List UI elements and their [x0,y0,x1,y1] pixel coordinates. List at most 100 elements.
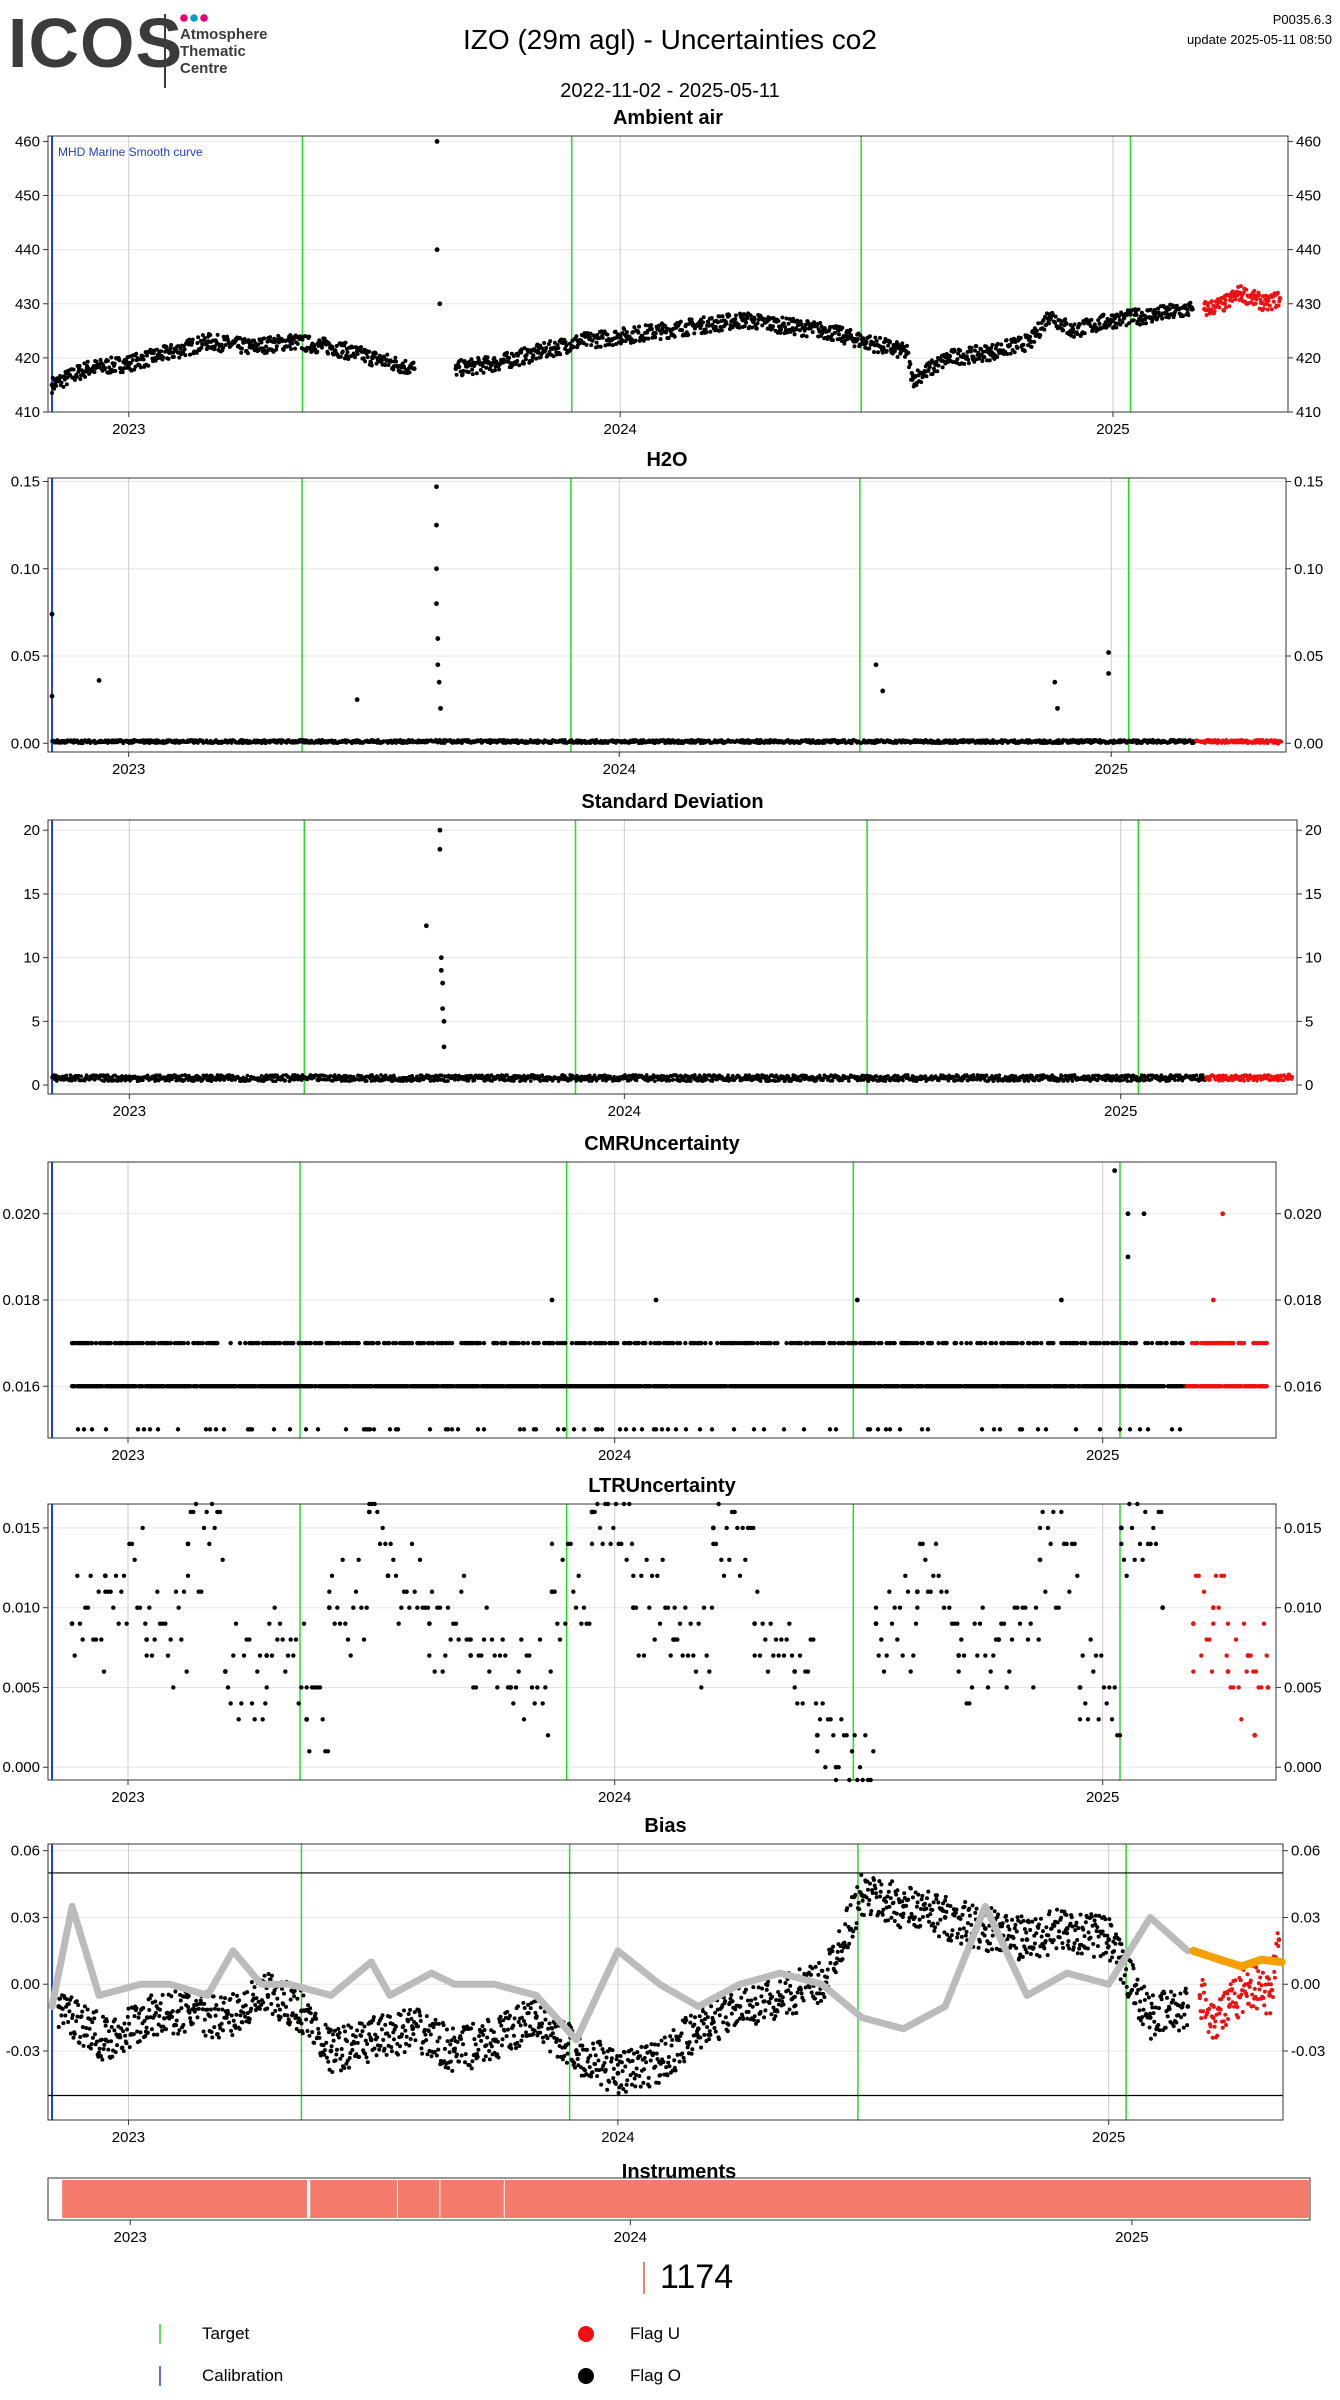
panel-1-flag-o-point [672,334,677,339]
panel-1-ytick-label-right: 430 [1296,296,1321,313]
panel-2-flag-o-point [49,693,55,699]
panel-1-flag-o-point [485,355,490,360]
panel-1-flag-u-point [1227,304,1232,309]
panel-1-flag-o-point [574,334,579,339]
panel-1-flag-o-point [57,377,62,382]
panel-1-flag-o-point [62,374,67,379]
panel-1-flag-o-point [720,314,725,319]
panel-1-flag-o-point [547,350,552,355]
panel-1-flag-o-point [801,333,806,338]
panel-1-flag-o-point [794,327,799,332]
panel-2-title: H2O [646,449,687,471]
panel-1-flag-o-point [751,320,756,325]
panel-1-flag-o-point [1110,317,1116,323]
panel-1-flag-o-point [733,317,738,322]
panel-1-flag-o-point [653,331,658,336]
panel-2-flag-o-point [434,601,439,607]
panel-1-flag-o-point [1114,325,1119,330]
panel-1-flag-o-point [274,347,279,352]
panel-1-flag-o-point [1124,323,1129,328]
panel-1-flag-o-point [1064,321,1069,326]
panel-1-flag-o-point [1155,315,1160,320]
panel-1-flag-o-point [649,323,654,328]
panel-1-flag-u-point [1239,295,1244,300]
panel-1-flag-o-point [882,340,887,345]
panel-1-flag-o-point [972,348,977,353]
panel-1-flag-o-point [633,338,638,343]
update-label: update 2025-05-11 08:50 [1186,32,1332,47]
panel-1-flag-o-point [373,351,378,356]
panel-1-flag-u-point [1250,295,1256,301]
panel-1-flag-o-point [594,340,599,345]
panel-1-flag-o-point [718,325,723,330]
panel-1-flag-u-point [1265,307,1270,312]
panel-1-flag-o-point [83,374,88,379]
panel-1-flag-o-point [511,354,516,359]
panel-1-flag-o-point [271,349,276,354]
panel-3-flag-o-point [79,1074,84,1078]
panel-1-flag-o-point [663,323,668,328]
panel-1-flag-o-point [1018,335,1023,340]
panel-1-flag-o-point [71,367,76,372]
panel-1-xtick-label: 2024 [604,421,637,438]
panel-1-flag-o-point [955,357,960,362]
panel-1-flag-o-point [544,345,549,350]
panel-3-xtick-label: 2025 [1104,1103,1137,1120]
panel-1-flag-u-point [1223,297,1228,302]
panel-1-flag-o-point [637,324,642,329]
panel-1-xtick-label: 2025 [1096,421,1129,438]
panel-1-flag-o-point [784,316,789,321]
panel-1-flag-o-point [50,391,55,396]
panel-1-flag-o-point [470,372,475,377]
panel-1-flag-o-point [113,368,118,373]
panel-2-flag-o-point [1106,671,1111,676]
panel-1-flag-o-point [986,350,992,355]
panel-1-flag-u-point [1204,312,1209,317]
panel-1-flag-o-point [552,340,557,345]
panel-1-flag-o-point [818,321,823,326]
panel-1-flag-o-point [109,355,114,360]
panel-1-flag-o-point [470,367,475,372]
panel-1-flag-o-point [1136,307,1141,312]
panel-3-flag-o-point [84,1073,89,1078]
panel-1-flag-u-point [1253,301,1258,306]
panel-1-flag-o-point [871,349,876,354]
panel-1-flag-o-point [78,376,83,381]
panel-1-flag-o-point [1071,334,1076,339]
panel-1-flag-o-point [888,339,893,344]
panel-1-title: Ambient air [613,107,723,129]
panel-1-flag-o-point [924,374,929,379]
panel-1-flag-o-point [999,342,1004,347]
panel-1-flag-o-point [1089,317,1094,322]
panel-1-flag-o-point [791,316,796,321]
panel-1-flag-o-point [956,351,961,356]
panel-1-flag-o-point [1128,312,1133,317]
panel-2-flag-o-point [873,662,879,668]
panel-1-flag-o-point [466,370,471,375]
panel-2-flag-o-point [438,705,443,711]
panel-1-flag-o-point [534,356,539,361]
panel-1-flag-o-point [643,323,648,328]
panel-1-flag-o-point [952,349,957,354]
panel-1-flag-o-point [171,354,176,359]
panel-1-flag-o-point [287,343,292,348]
panel-1-flag-o-point [874,339,879,344]
panel-1-flag-o-point [786,321,791,326]
panel-1-flag-o-point [411,366,417,372]
panel-1-flag-o-point [352,355,357,360]
panel-1-flag-o-point [972,359,977,364]
panel-3-ytick-label-left: 10 [23,950,40,967]
panel-2-flag-o-point [436,679,442,685]
panel-1-flag-o-point [312,343,317,348]
panel-1-flag-o-point [848,327,853,332]
panel-1-flag-o-point [85,359,90,364]
logo-divider [164,14,166,88]
panel-1-flag-o-point [803,322,808,327]
panel-1-flag-o-point [1061,328,1066,333]
panel-1-flag-o-point [804,334,809,339]
panel-2-flag-o-point [435,636,441,641]
panel-1-flag-o-point [780,323,786,328]
panel-3-flag-o-point [446,1079,450,1083]
panel-1-flag-o-point [966,357,971,362]
panel-1-flag-o-point [391,367,396,372]
